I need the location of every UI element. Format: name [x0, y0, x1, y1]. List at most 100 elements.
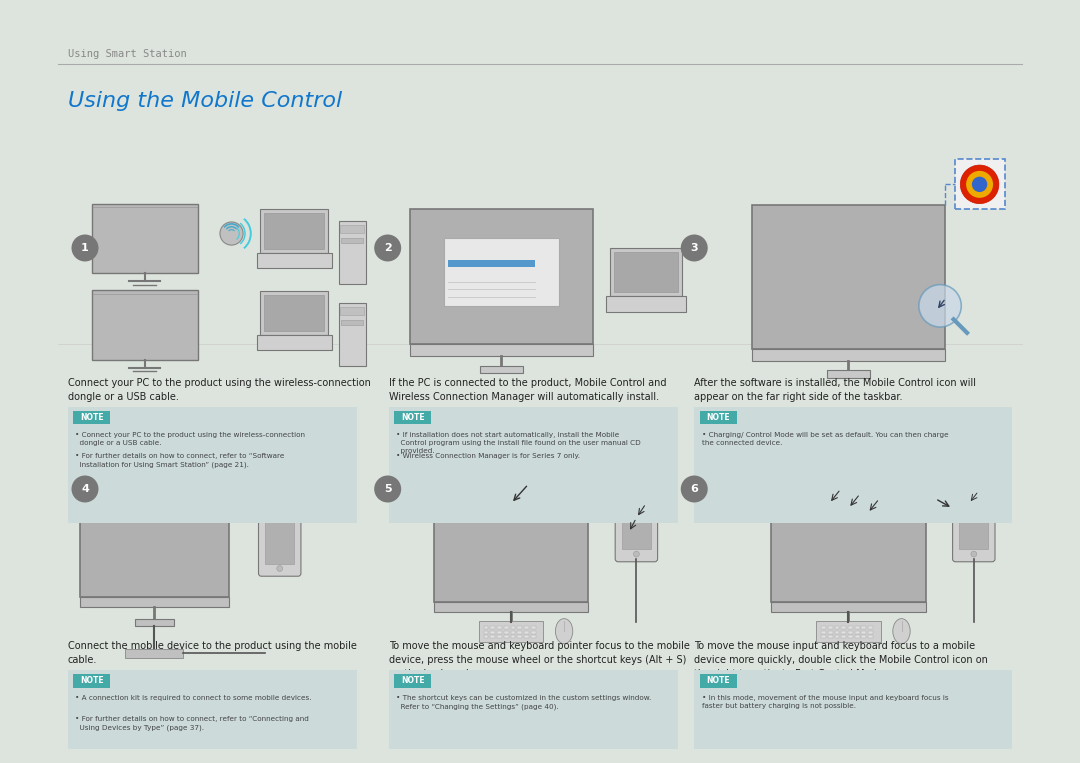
Text: NOTE: NOTE — [706, 413, 730, 422]
FancyBboxPatch shape — [700, 411, 737, 424]
FancyBboxPatch shape — [490, 631, 495, 633]
FancyBboxPatch shape — [827, 370, 869, 378]
FancyBboxPatch shape — [490, 635, 495, 638]
FancyBboxPatch shape — [80, 458, 229, 597]
FancyBboxPatch shape — [835, 626, 839, 629]
FancyBboxPatch shape — [484, 635, 488, 638]
Text: 36: 36 — [995, 715, 1012, 729]
FancyBboxPatch shape — [511, 631, 515, 633]
Text: • Wireless Connection Manager is for Series 7 only.: • Wireless Connection Manager is for Ser… — [396, 453, 580, 459]
FancyBboxPatch shape — [68, 670, 356, 763]
Circle shape — [967, 171, 994, 198]
FancyBboxPatch shape — [841, 626, 846, 629]
Text: To move the mouse input and keyboard focus to a mobile
device more quickly, doub: To move the mouse input and keyboard foc… — [694, 641, 988, 679]
FancyBboxPatch shape — [504, 635, 509, 638]
FancyBboxPatch shape — [517, 626, 522, 629]
FancyBboxPatch shape — [260, 209, 328, 253]
FancyBboxPatch shape — [524, 626, 529, 629]
FancyBboxPatch shape — [606, 296, 686, 311]
FancyBboxPatch shape — [257, 335, 332, 350]
FancyBboxPatch shape — [92, 291, 198, 360]
Text: 3: 3 — [690, 243, 698, 253]
FancyBboxPatch shape — [434, 602, 589, 612]
FancyBboxPatch shape — [868, 626, 873, 629]
FancyBboxPatch shape — [73, 411, 110, 424]
Text: • If installation does not start automatically, install the Mobile
  Control pro: • If installation does not start automat… — [396, 432, 642, 454]
FancyBboxPatch shape — [511, 635, 515, 638]
FancyBboxPatch shape — [613, 252, 678, 292]
FancyBboxPatch shape — [821, 626, 826, 629]
Circle shape — [919, 285, 961, 327]
FancyBboxPatch shape — [265, 295, 324, 331]
FancyBboxPatch shape — [531, 631, 536, 633]
Text: NOTE: NOTE — [401, 676, 424, 685]
Text: 1: 1 — [81, 243, 89, 253]
FancyBboxPatch shape — [524, 635, 529, 638]
Circle shape — [680, 475, 707, 503]
FancyBboxPatch shape — [266, 510, 294, 564]
FancyBboxPatch shape — [953, 484, 995, 562]
FancyBboxPatch shape — [694, 407, 1012, 523]
FancyBboxPatch shape — [841, 635, 846, 638]
FancyBboxPatch shape — [478, 620, 543, 642]
Circle shape — [680, 234, 707, 262]
FancyBboxPatch shape — [827, 631, 833, 633]
FancyBboxPatch shape — [481, 365, 523, 373]
FancyBboxPatch shape — [616, 484, 658, 562]
FancyBboxPatch shape — [771, 602, 926, 612]
FancyBboxPatch shape — [257, 253, 332, 269]
Circle shape — [71, 475, 98, 503]
Text: To move the mouse and keyboard pointer focus to the mobile
device, press the mou: To move the mouse and keyboard pointer f… — [389, 641, 689, 679]
FancyBboxPatch shape — [389, 407, 678, 523]
Text: 6: 6 — [690, 484, 698, 494]
FancyBboxPatch shape — [444, 238, 559, 306]
Text: NOTE: NOTE — [706, 676, 730, 685]
Circle shape — [71, 234, 98, 262]
FancyBboxPatch shape — [73, 674, 110, 687]
Text: NOTE: NOTE — [80, 413, 104, 422]
FancyBboxPatch shape — [125, 649, 184, 658]
FancyBboxPatch shape — [700, 674, 737, 687]
Circle shape — [972, 177, 987, 192]
FancyBboxPatch shape — [771, 452, 926, 602]
FancyBboxPatch shape — [497, 631, 502, 633]
FancyBboxPatch shape — [92, 204, 198, 273]
Text: • A connection kit is required to connect to some mobile devices.: • A connection kit is required to connec… — [76, 695, 312, 701]
FancyBboxPatch shape — [340, 225, 364, 233]
FancyBboxPatch shape — [531, 626, 536, 629]
Text: NOTE: NOTE — [401, 413, 424, 422]
FancyBboxPatch shape — [827, 626, 833, 629]
Text: 2: 2 — [383, 243, 392, 253]
FancyBboxPatch shape — [135, 619, 174, 626]
FancyBboxPatch shape — [265, 214, 324, 249]
FancyBboxPatch shape — [854, 635, 860, 638]
Text: • For further details on how to connect, refer to “Software
  Installation for U: • For further details on how to connect,… — [76, 453, 285, 468]
FancyBboxPatch shape — [848, 635, 853, 638]
Text: Connect your PC to the product using the wireless-connection
dongle or a USB cab: Connect your PC to the product using the… — [68, 378, 370, 402]
FancyBboxPatch shape — [68, 407, 356, 523]
FancyBboxPatch shape — [504, 626, 509, 629]
Text: NOTE: NOTE — [80, 676, 104, 685]
FancyBboxPatch shape — [484, 631, 488, 633]
FancyBboxPatch shape — [409, 209, 593, 344]
Text: • The shortcut keys can be customized in the custom settings window.
  Refer to : • The shortcut keys can be customized in… — [396, 695, 651, 710]
FancyBboxPatch shape — [854, 631, 860, 633]
Ellipse shape — [555, 619, 572, 644]
FancyBboxPatch shape — [694, 670, 1012, 763]
FancyBboxPatch shape — [394, 674, 431, 687]
Circle shape — [220, 222, 243, 245]
FancyBboxPatch shape — [504, 631, 509, 633]
FancyBboxPatch shape — [835, 635, 839, 638]
FancyBboxPatch shape — [848, 631, 853, 633]
FancyBboxPatch shape — [448, 259, 536, 267]
FancyBboxPatch shape — [340, 307, 364, 315]
FancyBboxPatch shape — [868, 631, 873, 633]
FancyBboxPatch shape — [511, 626, 515, 629]
FancyBboxPatch shape — [497, 626, 502, 629]
FancyBboxPatch shape — [524, 631, 529, 633]
Text: Connect the mobile device to the product using the mobile
cable.: Connect the mobile device to the product… — [68, 641, 356, 665]
Text: 4: 4 — [81, 484, 89, 494]
FancyBboxPatch shape — [752, 204, 945, 349]
FancyBboxPatch shape — [341, 238, 363, 243]
FancyBboxPatch shape — [260, 291, 328, 335]
